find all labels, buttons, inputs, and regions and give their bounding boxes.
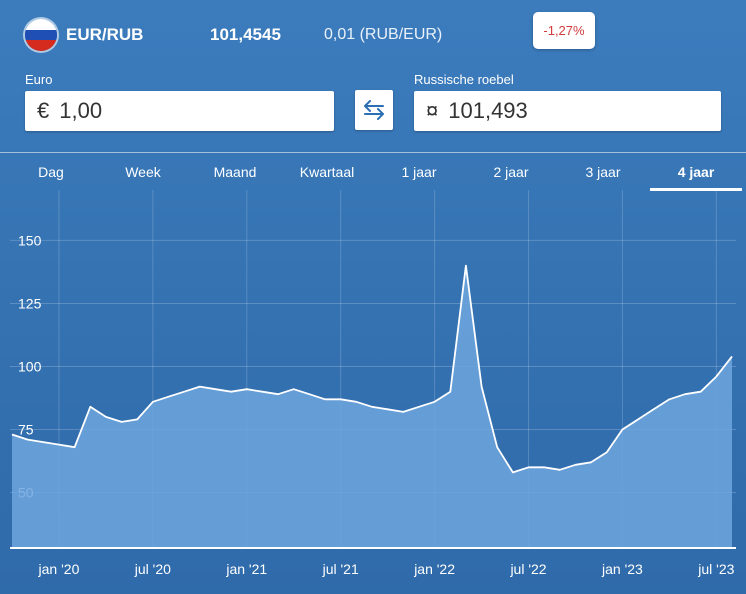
tab-week[interactable]: Week	[125, 164, 161, 180]
tab-maand[interactable]: Maand	[213, 164, 257, 180]
y-tick-label: 75	[18, 422, 34, 438]
to-amount-value[interactable]: 101,493	[448, 98, 528, 123]
tab-1-jaar[interactable]: 1 jaar	[401, 164, 437, 180]
to-currency-label: Russische roebel	[414, 72, 514, 87]
inverse-rate: 0,01 (RUB/EUR)	[324, 26, 443, 43]
exchange-rate: 101,4545	[210, 25, 281, 44]
from-currency-label: Euro	[25, 72, 53, 87]
x-tick-label: jan '20	[38, 561, 80, 577]
x-tick-label: jan '23	[601, 561, 643, 577]
x-tick-label: jan '22	[413, 561, 455, 577]
tab-4-jaar[interactable]: 4 jaar	[650, 153, 742, 191]
x-tick-label: jul '20	[134, 561, 171, 577]
tab-3-jaar[interactable]: 3 jaar	[585, 164, 621, 180]
euro-symbol: €	[37, 98, 50, 123]
y-tick-label: 150	[18, 232, 42, 248]
flag-stripe-blue	[25, 29, 57, 41]
header-section: EUR/RUB 101,4545 0,01 (RUB/EUR) -1,27% E…	[0, 0, 746, 150]
y-tick-label: 125	[18, 295, 42, 311]
change-badge: -1,27%	[533, 12, 595, 49]
x-tick-label: jan '21	[225, 561, 267, 577]
x-tick-label: jul '21	[322, 561, 359, 577]
period-tabs: Dag Week Maand Kwartaal 1 jaar 2 jaar 3 …	[0, 152, 746, 191]
series-line	[11, 264, 733, 474]
flag-stripe-red	[25, 40, 57, 51]
tab-kwartaal[interactable]: Kwartaal	[299, 164, 355, 180]
x-tick-label: jul '23	[697, 561, 734, 577]
x-tick-label: jul '22	[509, 561, 546, 577]
swap-button[interactable]	[355, 90, 393, 130]
russia-flag-icon	[25, 19, 57, 51]
rate-chart: jan '20 jul '20 jan '21 jul '21 jan '22 jul '…	[10, 190, 736, 585]
to-amount-field[interactable]: ¤ 101,493	[414, 91, 721, 131]
tab-2-jaar[interactable]: 2 jaar	[493, 164, 529, 180]
rate-chart-svg: jan '20 jul '20 jan '21 jul '21 jan '22 jul '…	[10, 190, 736, 577]
from-amount-value[interactable]: 1,00	[59, 98, 103, 123]
y-tick-label: 100	[18, 358, 42, 374]
swap-arrows-icon	[364, 100, 384, 120]
tab-dag[interactable]: Dag	[38, 164, 64, 180]
from-amount-field[interactable]: € 1,00	[25, 91, 334, 131]
currency-pair: EUR/RUB	[66, 25, 144, 44]
flag-stripe-white	[25, 19, 57, 30]
currency-sign-symbol: ¤	[426, 98, 439, 123]
